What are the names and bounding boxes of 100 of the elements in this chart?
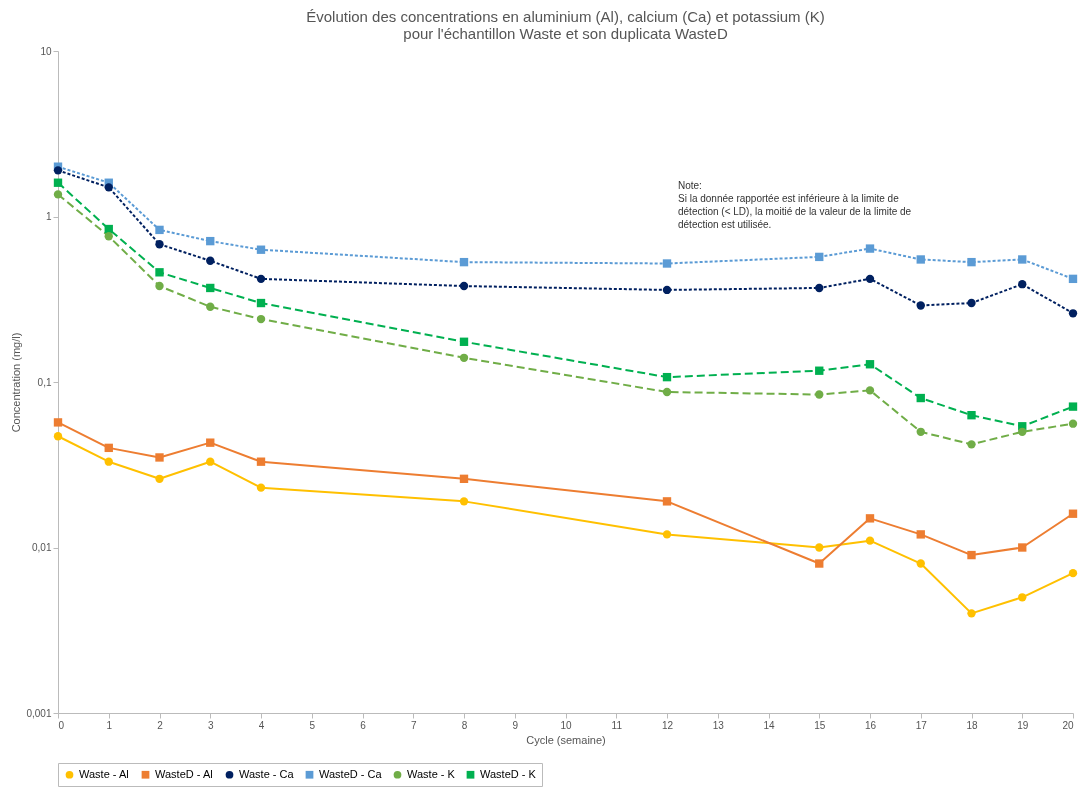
x-tick-label: 12 [661, 719, 674, 731]
point [815, 252, 824, 262]
point [206, 236, 215, 246]
x-tick-label: 1 [106, 719, 113, 731]
point [865, 386, 875, 395]
y-tick-label: 0,1 [37, 376, 52, 388]
x-tick-label: 9 [512, 719, 519, 731]
point [1068, 309, 1078, 318]
point [1018, 593, 1027, 602]
point [206, 256, 215, 265]
point [155, 225, 164, 235]
legend-label: Waste - Ca [239, 767, 295, 780]
point [1018, 255, 1027, 264]
point [155, 474, 164, 483]
point [865, 244, 875, 253]
x-tick-label: 4 [258, 719, 265, 731]
x-tick-label: 18 [966, 719, 978, 731]
point [815, 366, 824, 375]
point [53, 432, 63, 441]
point [815, 559, 824, 568]
x-tick-label: 6 [360, 719, 367, 731]
point [206, 457, 215, 466]
y-axis-title: Concentration (mg/l) [10, 332, 23, 433]
point [459, 497, 469, 506]
point [865, 514, 875, 523]
x-tick-label: 20 [1062, 719, 1074, 731]
point [155, 240, 164, 249]
point [916, 559, 925, 568]
x-tick-label: 17 [915, 719, 928, 731]
x-tick-label: 11 [611, 719, 623, 731]
annotation: Note: Si la donnée rapportée est inférieure à la limite de détection (< LD), la moitié de la valeur de la limite de détection est utilisée. [678, 180, 912, 230]
point [104, 232, 113, 241]
point [865, 536, 875, 545]
point [206, 302, 215, 311]
point [155, 281, 164, 291]
x-tick-label: 19 [1017, 719, 1029, 731]
x-tick-label: 15 [814, 719, 826, 731]
point [662, 530, 672, 539]
point [459, 353, 469, 362]
point [916, 530, 925, 539]
point [662, 372, 672, 382]
x-tick-label: 16 [864, 719, 877, 731]
x-tick-label: 3 [207, 719, 214, 731]
x-tick-label: 8 [461, 719, 468, 731]
point [916, 427, 925, 436]
point [967, 298, 976, 308]
point [53, 418, 63, 427]
point [104, 457, 113, 466]
x-tick-label: 10 [560, 719, 572, 731]
point [1068, 274, 1078, 284]
x-tick-label: 5 [309, 719, 316, 731]
x-tick-label: 2 [157, 719, 164, 731]
point [967, 411, 976, 420]
point [256, 298, 266, 308]
point [53, 166, 63, 175]
y-tick-label: 0,01 [32, 542, 52, 553]
point [459, 257, 469, 267]
point [1068, 419, 1078, 428]
point [1018, 427, 1027, 436]
point [256, 457, 266, 466]
point [155, 453, 164, 462]
y-tick-label: 0,001 [26, 707, 52, 719]
point [916, 393, 925, 403]
point [53, 178, 63, 187]
point [53, 190, 63, 199]
point [256, 314, 266, 324]
x-axis-title: Cycle (semaine) [526, 733, 606, 746]
point [662, 259, 672, 268]
point [1018, 543, 1027, 552]
legend-label: Waste - K [407, 767, 456, 780]
point [104, 443, 113, 453]
point [206, 283, 215, 293]
point [967, 609, 976, 618]
point [662, 285, 672, 295]
legend-label: WasteD - Al [155, 767, 213, 780]
point [155, 268, 164, 277]
point [1068, 402, 1078, 411]
point [967, 550, 976, 560]
point [662, 497, 672, 506]
point [206, 438, 215, 447]
point [1068, 568, 1078, 578]
x-tick-label: 7 [410, 719, 417, 731]
point [1018, 280, 1027, 289]
point [815, 390, 824, 399]
point [256, 245, 266, 254]
point [459, 474, 469, 484]
point [256, 274, 266, 284]
point [815, 283, 824, 293]
point [916, 301, 925, 310]
chart-title: Évolution des concentrations en aluminium (Al), calcium (Ca) et potassium (K) pour l'échantillon Waste et son duplicata WasteD [306, 8, 825, 42]
x-tick-label: 13 [712, 719, 725, 731]
point [815, 543, 824, 552]
legend-label: Waste - Al [79, 767, 129, 780]
legend-label: WasteD - K [480, 767, 537, 780]
x-tick-label: 14 [763, 719, 775, 731]
x-tick-label: 0 [58, 719, 65, 731]
point [865, 360, 875, 369]
point [1068, 509, 1078, 518]
point [662, 387, 672, 397]
point [865, 274, 875, 284]
